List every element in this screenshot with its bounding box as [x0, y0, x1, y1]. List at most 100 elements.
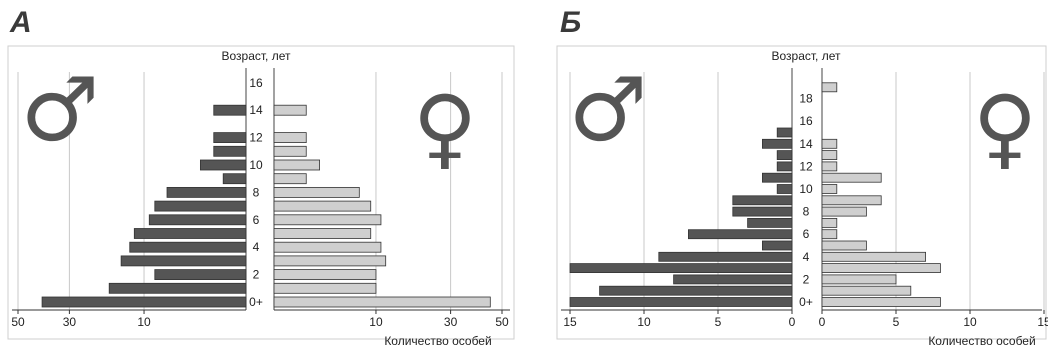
- male-bar: [732, 195, 793, 206]
- x-tick-label: 15: [1037, 315, 1048, 329]
- male-bar: [154, 269, 247, 281]
- female-symbol-icon: ♀: [973, 76, 1037, 179]
- y-tick-label: 18: [799, 92, 813, 106]
- male-bar: [199, 159, 247, 171]
- y-tick-label: 12: [249, 131, 263, 145]
- y-tick-label: 8: [803, 205, 810, 219]
- female-bar: [821, 229, 838, 240]
- female-bar: [821, 184, 838, 194]
- male-bar: [213, 145, 247, 157]
- male-bar: [732, 206, 793, 217]
- y-tick-label: 16: [249, 76, 263, 90]
- male-bar: [688, 229, 793, 240]
- y-tick-label: 10: [799, 182, 813, 196]
- y-tick-label: 0+: [799, 295, 813, 309]
- male-bar: [776, 150, 793, 161]
- panel-label-b: Б: [560, 6, 582, 39]
- male-bar: [762, 138, 793, 149]
- chart-frame: [7, 45, 515, 340]
- male-bar: [154, 200, 247, 212]
- y-tick-label: 2: [803, 272, 810, 286]
- y-tick-label: 14: [249, 103, 263, 117]
- female-bar: [273, 255, 387, 267]
- x-tick-label: 10: [137, 315, 151, 329]
- y-tick-label: 6: [803, 227, 810, 241]
- x-tick-label: 5: [715, 315, 722, 329]
- female-bar: [273, 214, 382, 226]
- female-bar: [821, 240, 867, 251]
- x-tick-label: 50: [495, 315, 509, 329]
- y-tick-label: 0+: [249, 295, 263, 309]
- female-bar: [821, 206, 867, 217]
- male-bar: [776, 127, 793, 138]
- female-bar: [273, 228, 372, 239]
- male-bar: [133, 228, 247, 239]
- x-tick-label: 0: [789, 315, 796, 329]
- female-bar: [821, 138, 838, 149]
- female-bar: [821, 161, 838, 172]
- female-bar: [273, 241, 382, 253]
- female-bar: [821, 263, 941, 274]
- male-bar: [762, 172, 793, 183]
- x-tick-label: 10: [369, 315, 383, 329]
- male-bar: [569, 297, 793, 307]
- x-tick-label: 15: [563, 315, 577, 329]
- male-bar: [599, 285, 793, 296]
- female-bar: [273, 296, 491, 308]
- x-axis-label: Количество особей: [928, 334, 1035, 348]
- female-bar: [821, 195, 882, 206]
- male-bar: [213, 132, 247, 144]
- female-bar: [273, 200, 372, 212]
- axis-title: Возраст, лет: [772, 49, 842, 63]
- female-bar: [273, 159, 320, 171]
- male-bar: [569, 263, 793, 274]
- y-tick-label: 4: [253, 240, 260, 254]
- male-bar: [673, 274, 793, 285]
- male-bar: [747, 217, 793, 228]
- y-tick-label: 4: [803, 250, 810, 264]
- male-bar: [41, 296, 247, 308]
- female-bar: [273, 282, 377, 294]
- y-tick-label: 10: [249, 158, 263, 172]
- female-bar: [821, 82, 838, 93]
- male-bar: [762, 240, 793, 251]
- y-tick-label: 14: [799, 137, 813, 151]
- female-bar: [821, 297, 941, 307]
- female-bar: [273, 132, 307, 144]
- female-bar: [273, 186, 360, 198]
- x-tick-label: 0: [819, 315, 826, 329]
- male-bar: [129, 241, 247, 253]
- male-bar: [222, 173, 247, 185]
- female-bar: [821, 285, 912, 296]
- male-bar: [166, 186, 247, 198]
- x-tick-label: 5: [893, 315, 900, 329]
- x-tick-label: 30: [444, 315, 458, 329]
- chart-frame: [556, 45, 1047, 340]
- axis-title: Возраст, лет: [222, 49, 292, 63]
- y-tick-label: 12: [799, 159, 813, 173]
- female-bar: [821, 274, 897, 285]
- female-bar: [273, 269, 377, 281]
- x-tick-label: 10: [637, 315, 651, 329]
- male-bar: [776, 184, 793, 194]
- female-bar: [821, 150, 838, 161]
- male-bar: [148, 214, 247, 226]
- male-bar: [658, 251, 793, 262]
- male-bar: [120, 255, 247, 267]
- female-bar: [273, 173, 307, 185]
- female-bar: [821, 217, 838, 228]
- panel-label-a: А: [10, 6, 32, 39]
- female-bar: [273, 145, 307, 157]
- male-bar: [108, 282, 247, 294]
- x-axis-label: Количество особей: [384, 334, 491, 348]
- male-symbol-icon: ♂: [569, 58, 648, 161]
- female-symbol-icon: ♀: [413, 76, 477, 179]
- x-tick-label: 50: [11, 315, 25, 329]
- x-tick-label: 10: [963, 315, 977, 329]
- male-symbol-icon: ♂: [21, 58, 100, 161]
- male-bar: [776, 161, 793, 172]
- y-tick-label: 16: [799, 114, 813, 128]
- x-tick-label: 30: [63, 315, 77, 329]
- female-bar: [821, 172, 882, 183]
